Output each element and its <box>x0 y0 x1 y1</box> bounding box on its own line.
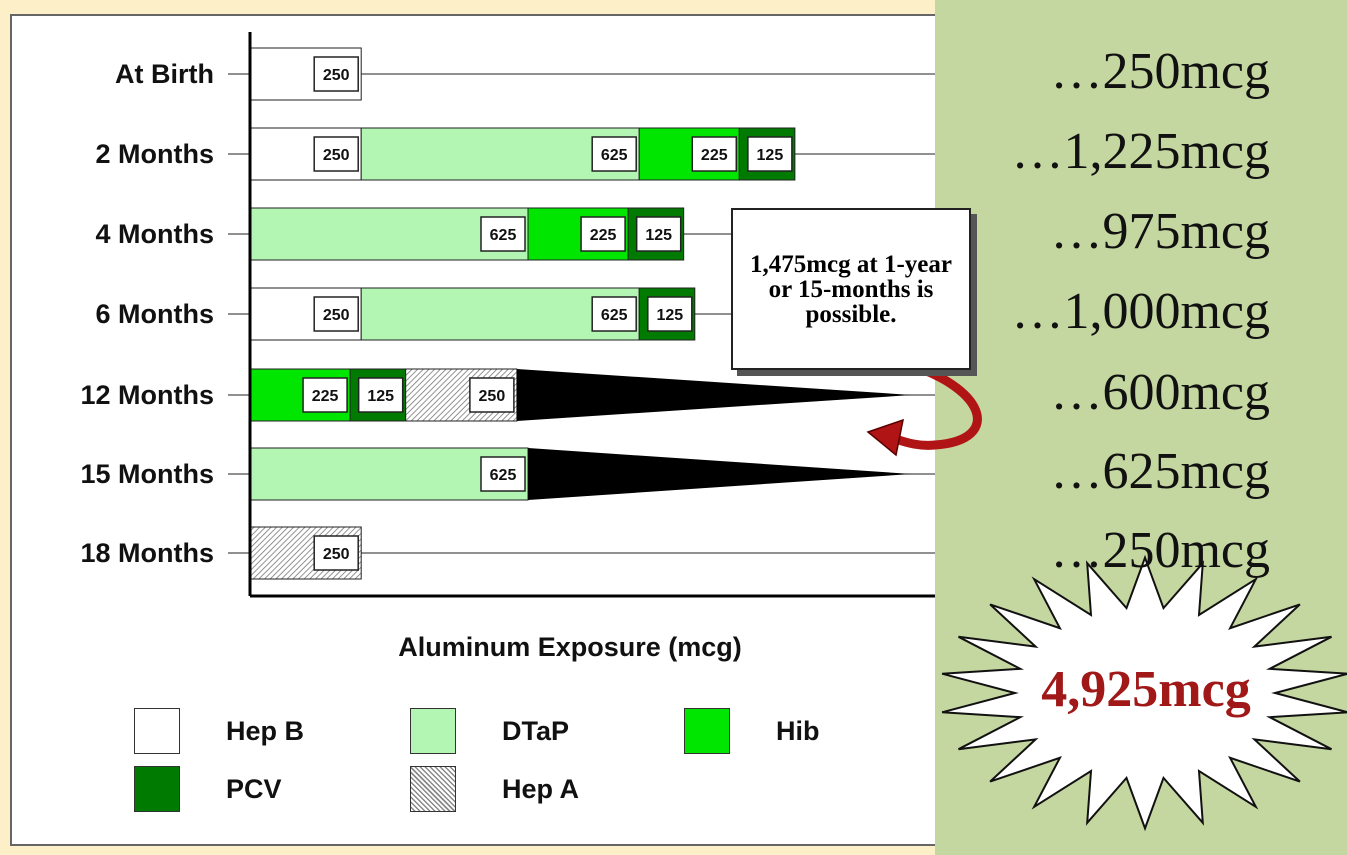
callout-text: 1,475mcg at 1-year or 15-months is possi… <box>749 250 952 328</box>
legend-item-dtap: DTaP <box>410 708 569 754</box>
data-label-box <box>313 535 359 571</box>
data-label-box <box>691 136 738 172</box>
row-total-12-months: …600mcg <box>1050 364 1270 421</box>
legend-label-dtap: DTaP <box>502 715 570 746</box>
y-tick-4-months: 4 Months <box>96 219 215 249</box>
y-tick-2-months: 2 Months <box>96 139 215 169</box>
legend-swatch-pcv <box>134 766 180 812</box>
data-label-box <box>635 216 682 252</box>
data-label-box <box>480 216 526 252</box>
x-axis-label: Aluminum Exposure (mcg) <box>398 632 742 662</box>
data-label-box <box>480 456 526 492</box>
legend-label-pcv: PCV <box>226 773 282 804</box>
data-label-dtap-2-months: 625 <box>601 147 628 164</box>
data-label-box <box>747 136 793 172</box>
callout-arrow <box>890 357 982 450</box>
grand-total: 4,925mcg <box>1041 661 1251 718</box>
row-total-6-months: …1,000mcg <box>1011 283 1270 340</box>
data-label-box <box>591 136 637 172</box>
data-label-hib-12-months: 225 <box>312 388 339 405</box>
y-tick-12-months: 12 Months <box>80 380 214 410</box>
pointer-wedge-15-months <box>528 448 912 500</box>
total-starburst <box>941 554 1347 832</box>
data-label-dtap-4-months: 625 <box>490 227 517 244</box>
data-label-box <box>302 377 348 413</box>
data-label-pcv-2-months: 125 <box>757 147 784 164</box>
data-label-pcv-4-months: 125 <box>645 227 672 244</box>
pointer-wedge-12-months <box>516 369 912 421</box>
data-label-pcv-6-months: 125 <box>656 307 683 324</box>
data-label-pcv-12-months: 125 <box>367 388 394 405</box>
legend-item-pcv: PCV <box>134 766 282 812</box>
data-label-hep-a-12-months: 250 <box>479 388 506 405</box>
legend-swatch-hep-b <box>134 708 180 754</box>
row-total-18-months: …250mcg <box>1050 522 1270 579</box>
legend-swatch-dtap <box>410 708 456 754</box>
legend-label-hep-a: Hep A <box>502 773 580 804</box>
legend-swatch-hib <box>684 708 730 754</box>
y-tick-at-birth: At Birth <box>115 59 214 89</box>
data-label-box <box>313 296 359 332</box>
data-label-box <box>357 377 404 413</box>
data-label-box <box>580 216 626 252</box>
legend-label-hib: Hib <box>776 715 820 746</box>
data-label-hep-a-18-months: 250 <box>323 546 350 563</box>
legend-item-hib: Hib <box>684 708 820 754</box>
y-tick-18-months: 18 Months <box>80 538 214 568</box>
callout-box: 1,475mcg at 1-year or 15-months is possi… <box>731 208 971 370</box>
data-label-hep-b-at-birth: 250 <box>323 67 350 84</box>
data-label-hib-2-months: 225 <box>701 147 728 164</box>
legend-label-hep-b: Hep B <box>226 715 305 746</box>
data-label-dtap-15-months: 625 <box>490 467 517 484</box>
data-label-hep-b-6-months: 250 <box>323 307 350 324</box>
legend-item-hep-b: Hep B <box>134 708 304 754</box>
data-label-box <box>591 296 637 332</box>
legend-swatch-hep-a <box>410 766 456 812</box>
y-tick-6-months: 6 Months <box>96 299 215 329</box>
data-label-hep-b-2-months: 250 <box>323 147 350 164</box>
legend-item-hep-a: Hep A <box>410 766 579 812</box>
data-label-box <box>313 56 359 92</box>
data-label-box <box>647 296 693 332</box>
data-label-hib-4-months: 225 <box>590 227 617 244</box>
data-label-box <box>469 377 515 413</box>
row-total-2-months: …1,225mcg <box>1011 123 1270 180</box>
row-total-15-months: …625mcg <box>1050 443 1270 500</box>
row-total-at-birth: …250mcg <box>1050 43 1270 100</box>
callout-arrowhead <box>866 418 904 457</box>
y-tick-15-months: 15 Months <box>80 459 214 489</box>
row-total-4-months: …975mcg <box>1050 203 1270 260</box>
data-label-dtap-6-months: 625 <box>601 307 628 324</box>
data-label-box <box>313 136 359 172</box>
